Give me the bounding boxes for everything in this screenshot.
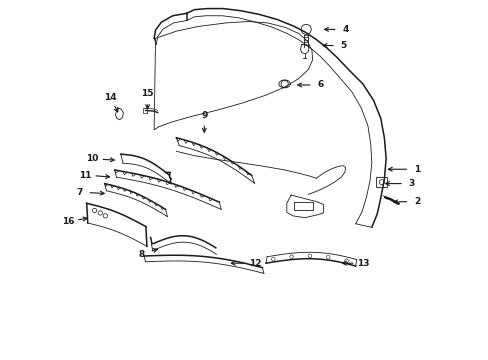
Text: 14: 14 <box>103 93 116 102</box>
Text: 10: 10 <box>86 154 99 163</box>
Text: 15: 15 <box>141 89 154 98</box>
Text: 2: 2 <box>413 197 420 206</box>
Text: 16: 16 <box>62 217 74 226</box>
Text: 4: 4 <box>342 25 348 34</box>
Bar <box>143 108 147 113</box>
Text: 7: 7 <box>76 188 82 197</box>
Bar <box>376 177 386 187</box>
Text: 1: 1 <box>413 165 420 174</box>
Text: 5: 5 <box>340 41 346 50</box>
Text: 11: 11 <box>79 171 91 180</box>
Text: 13: 13 <box>357 259 369 268</box>
Text: 9: 9 <box>201 111 207 120</box>
Text: 8: 8 <box>139 249 145 258</box>
Text: 3: 3 <box>408 179 414 188</box>
Text: 6: 6 <box>317 81 323 90</box>
Text: 12: 12 <box>248 259 261 268</box>
